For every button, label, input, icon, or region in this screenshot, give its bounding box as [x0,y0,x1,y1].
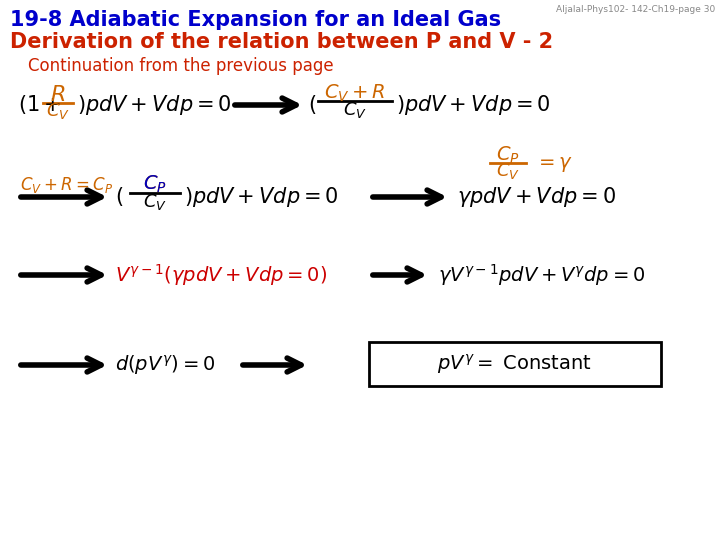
Text: $)pdV+Vdp=0$: $)pdV+Vdp=0$ [77,93,232,117]
Text: $C_V$: $C_V$ [496,161,520,181]
Text: $C_P$: $C_P$ [143,173,167,194]
Text: $C_V+R=C_P$: $C_V+R=C_P$ [20,175,113,195]
Text: $=\gamma$: $=\gamma$ [535,154,573,173]
Text: $(1+$: $(1+$ [18,93,61,117]
Text: 19-8 Adiabatic Expansion for an Ideal Gas: 19-8 Adiabatic Expansion for an Ideal Ga… [10,10,501,30]
Text: $\gamma pdV+Vdp=0$: $\gamma pdV+Vdp=0$ [457,185,616,209]
Text: $C_V+R$: $C_V+R$ [325,82,386,104]
Text: Continuation from the previous page: Continuation from the previous page [28,57,333,75]
FancyBboxPatch shape [369,342,661,386]
Text: $)pdV+Vdp=0$: $)pdV+Vdp=0$ [184,185,339,209]
Text: $C_V$: $C_V$ [343,100,367,120]
Text: Aljalal-Phys102- 142-Ch19-page 30: Aljalal-Phys102- 142-Ch19-page 30 [556,5,715,14]
Text: Derivation of the relation between P and V - 2: Derivation of the relation between P and… [10,32,553,52]
Text: $C_V$: $C_V$ [46,101,70,121]
Text: $pV^{\gamma}=$ Constant: $pV^{\gamma}=$ Constant [438,352,593,376]
Text: $d(pV^{\gamma})=0$: $d(pV^{\gamma})=0$ [115,353,215,377]
Text: $C_V$: $C_V$ [143,192,167,212]
Text: $C_P$: $C_P$ [143,173,167,194]
Text: $C_P$: $C_P$ [496,144,520,166]
Text: $R$: $R$ [50,85,66,105]
Text: $($: $($ [308,93,316,117]
Text: $($: $($ [115,186,123,208]
Text: $V^{\gamma-1}(\gamma pdV+Vdp=0)$: $V^{\gamma-1}(\gamma pdV+Vdp=0)$ [115,262,328,288]
Text: $)pdV+Vdp=0$: $)pdV+Vdp=0$ [396,93,551,117]
Text: $\gamma V^{\gamma-1}pdV+V^{\gamma}dp=0$: $\gamma V^{\gamma-1}pdV+V^{\gamma}dp=0$ [438,262,645,288]
